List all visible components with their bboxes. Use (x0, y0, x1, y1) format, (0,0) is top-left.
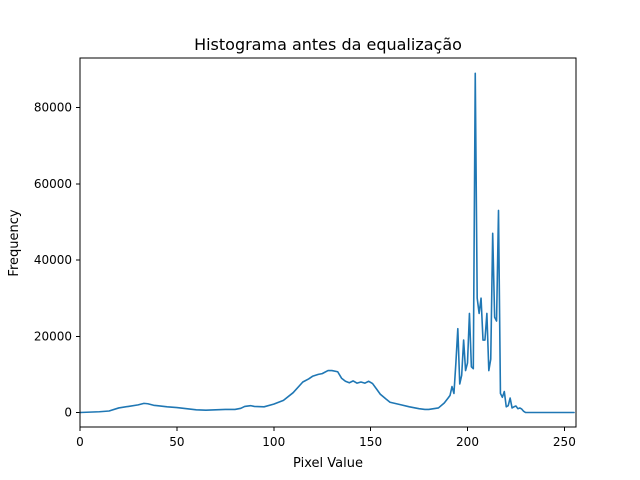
x-tick-label: 250 (553, 435, 576, 449)
x-tick-label: 150 (359, 435, 382, 449)
histogram-line (79, 72, 575, 414)
x-axis-label: Pixel Value (293, 456, 363, 471)
y-tick-label: 0 (64, 406, 72, 420)
y-tick-label: 40000 (34, 253, 72, 267)
y-tick-label: 60000 (34, 177, 72, 191)
y-tick-label: 20000 (34, 329, 72, 343)
y-axis-ticks: 0 20000 40000 60000 80000 (34, 101, 80, 420)
x-tick-label: 100 (262, 435, 285, 449)
y-tick-label: 80000 (34, 101, 72, 115)
x-tick-label: 0 (76, 435, 84, 449)
chart-title: Histograma antes da equalização (194, 35, 462, 54)
axes-frame (79, 57, 577, 428)
x-tick-label: 50 (169, 435, 184, 449)
x-axis-ticks: 0 50 100 150 200 250 (76, 427, 576, 449)
y-axis-label: Frequency (7, 209, 22, 276)
x-tick-label: 200 (456, 435, 479, 449)
